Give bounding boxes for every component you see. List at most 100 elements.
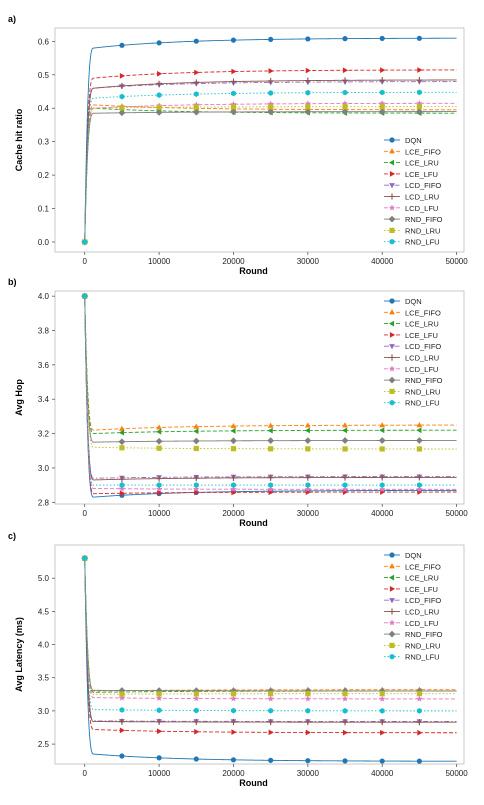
series-line-lcd-lfu <box>84 558 457 700</box>
data-point-lcd-lru <box>379 474 386 481</box>
data-point-lcd-lru <box>118 82 126 90</box>
legend-marker <box>389 171 396 177</box>
data-point-lce-fifo <box>342 422 348 428</box>
series-line-rnd-fifo <box>84 558 457 692</box>
legend-marker <box>389 332 396 338</box>
legend-marker <box>388 204 396 211</box>
data-point-lcd-lfu <box>416 695 423 702</box>
data-point-rnd-lru <box>268 446 274 452</box>
data-point-lcd-lru <box>341 719 349 726</box>
y-tick-label: 0.1 <box>38 205 50 214</box>
legend-label: RND_LRU <box>405 641 440 650</box>
data-point-rnd-fifo <box>230 108 237 116</box>
data-point-lcd-lfu <box>118 485 126 492</box>
data-point-rnd-lfu <box>82 293 88 300</box>
legend: DQN LCE_FIFO LCE_LRU LCE_LFU LCD_FIFO LCD_LRU… <box>384 136 443 247</box>
data-point-rnd-fifo <box>267 108 275 116</box>
data-point-dqn <box>268 757 274 763</box>
data-point-lcd-lfu <box>230 100 237 108</box>
data-point-rnd-fifo <box>341 108 349 116</box>
data-point-lcd-lru <box>267 474 274 481</box>
data-point-lcd-lru <box>416 719 423 726</box>
data-point-rnd-lfu <box>416 482 422 488</box>
legend-label: LCD_LRU <box>405 608 439 617</box>
data-point-lcd-lfu <box>378 695 386 702</box>
data-point-rnd-fifo <box>341 437 349 444</box>
data-point-rnd-fifo <box>155 109 163 116</box>
legend-label: LCD_LFU <box>405 204 438 213</box>
data-point-lce-lru <box>304 427 310 434</box>
series-line-lce-fifo <box>84 104 457 242</box>
series-line-dqn <box>84 37 457 242</box>
data-point-rnd-fifo <box>230 437 237 445</box>
legend-marker <box>389 653 395 660</box>
data-point-rnd-lru <box>230 691 237 697</box>
data-point-lce-fifo <box>416 421 423 428</box>
data-point-rnd-lru <box>156 104 162 110</box>
legend-label: LCE_LRU <box>405 159 439 168</box>
legend-label: LCD_LFU <box>405 619 438 628</box>
data-point-rnd-lru <box>193 104 199 110</box>
data-point-rnd-lru <box>156 445 162 451</box>
data-point-lcd-lru <box>118 476 126 483</box>
x-tick-label: 20000 <box>222 257 245 266</box>
data-point-dqn <box>119 42 125 48</box>
data-point-lcd-lfu <box>378 100 386 107</box>
legend-label: LCE_LFU <box>405 331 438 340</box>
data-point-lcd-lru <box>230 718 237 726</box>
data-point-rnd-lru <box>416 104 422 110</box>
x-tick-label: 10000 <box>148 769 171 778</box>
x-tick-label: 10000 <box>148 257 171 266</box>
data-point-lcd-lfu <box>267 100 274 107</box>
legend-marker <box>389 552 395 558</box>
data-point-lcd-lru <box>155 475 163 482</box>
data-point-dqn <box>268 36 274 43</box>
x-tick-label: 50000 <box>445 257 468 266</box>
data-point-dqn <box>156 40 162 46</box>
data-point-rnd-lru <box>305 446 311 452</box>
series-line-lcd-lru <box>84 79 457 242</box>
data-point-rnd-lfu <box>156 482 162 488</box>
data-point-lcd-lru <box>267 718 274 726</box>
legend-marker <box>389 642 395 648</box>
data-point-dqn <box>342 36 348 42</box>
data-point-rnd-fifo <box>304 108 312 116</box>
data-point-rnd-lfu <box>231 707 236 714</box>
data-point-lcd-lfu <box>416 99 423 107</box>
data-point-rnd-lru <box>193 691 199 697</box>
data-point-dqn <box>119 753 125 759</box>
legend-label: RND_FIFO <box>405 215 443 224</box>
data-point-rnd-fifo <box>192 437 200 445</box>
y-tick-label: 3.2 <box>38 430 50 439</box>
data-point-rnd-lfu <box>119 93 125 100</box>
plot-area <box>54 290 465 505</box>
legend-marker <box>389 148 395 154</box>
data-point-rnd-lru <box>305 691 311 697</box>
data-point-rnd-fifo <box>155 437 163 445</box>
data-point-rnd-lfu <box>379 482 385 488</box>
legend-label: DQN <box>405 136 422 145</box>
y-tick-label: 0.5 <box>38 71 50 80</box>
data-point-lce-lfu <box>194 489 200 496</box>
data-point-lce-lfu <box>194 728 200 735</box>
legend-marker <box>389 598 395 604</box>
data-point-dqn <box>416 35 422 41</box>
series-line-lce-fifo <box>84 296 457 431</box>
y-tick-label: 0.3 <box>38 138 50 147</box>
data-point-rnd-lru <box>268 691 274 697</box>
legend-label: LCE_FIFO <box>405 308 441 317</box>
series-line-lcd-lfu <box>84 296 457 490</box>
x-tick-label: 10000 <box>148 509 171 518</box>
legend-label: DQN <box>405 551 422 560</box>
series-line-rnd-lru <box>84 296 457 450</box>
x-tick-label: 30000 <box>297 257 320 266</box>
data-point-lce-lfu <box>380 729 386 736</box>
data-point-lcd-lru <box>379 77 386 84</box>
data-point-rnd-lru <box>305 104 311 110</box>
data-point-lce-lru <box>193 428 199 435</box>
data-point-rnd-fifo <box>378 437 386 444</box>
y-axis-label: Cache hit ratio <box>14 108 24 171</box>
legend-label: LCE_LRU <box>405 320 439 329</box>
series-line-lcd-fifo <box>84 81 457 242</box>
